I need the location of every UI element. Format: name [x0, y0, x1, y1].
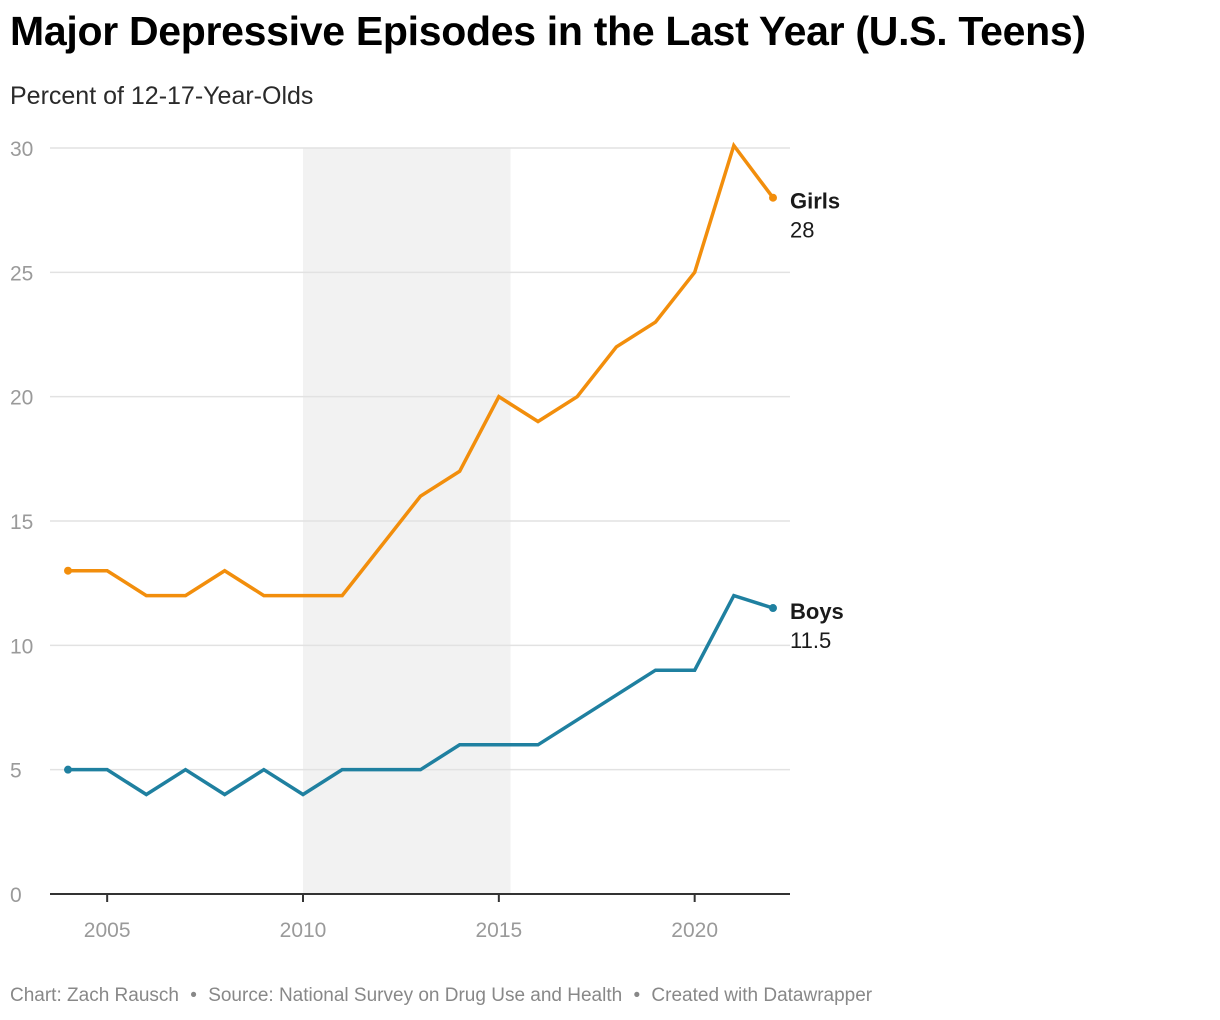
y-tick-label: 15: [10, 511, 33, 534]
gridlines: [50, 147, 790, 771]
series-line-boys: [68, 593, 774, 797]
series-lines: [64, 141, 777, 797]
series-name-label-girls: Girls: [790, 189, 840, 214]
footer-source: Source: National Survey on Drug Use and …: [208, 985, 623, 1006]
y-tick-label: 30: [10, 138, 33, 161]
x-tick-label: 2020: [671, 919, 718, 942]
series-start-point-boys: [64, 765, 72, 774]
series-end-labels: Girls 28 Boys 11.5: [790, 189, 844, 653]
y-tick-label: 5: [10, 760, 22, 783]
series-line-girls: [68, 141, 775, 598]
footer-tool: Created with Datawrapper: [651, 985, 873, 1006]
x-tick-label: 2010: [280, 919, 327, 942]
series-start-point-girls: [64, 566, 72, 575]
chart-subtitle: Percent of 12-17-Year-Olds: [10, 82, 314, 110]
y-tick-label: 20: [10, 387, 33, 410]
footer-separator: •: [190, 985, 197, 1006]
series-end-point-girls: [769, 193, 777, 202]
series-value-label-girls: 28: [790, 218, 814, 243]
chart-title: Major Depressive Episodes in the Last Ye…: [10, 8, 1086, 54]
series-name-label-boys: Boys: [790, 599, 844, 624]
line-chart: 0 5 10 15 20 25 30 2005 2010 2015 2020 Girls 28 Boys…: [10, 138, 844, 942]
footer-credit: Chart: Zach Rausch: [10, 985, 179, 1006]
x-tick-label: 2015: [475, 919, 522, 942]
axes: 0 5 10 15 20 25 30 2005 2010 2015 2020: [10, 138, 790, 942]
y-tick-label: 10: [10, 635, 33, 658]
series-end-point-boys: [769, 604, 777, 613]
y-tick-label: 25: [10, 262, 33, 285]
chart-footer: Chart: Zach Rausch • Source: National Su…: [10, 985, 872, 1007]
y-tick-label: 0: [10, 884, 22, 907]
series-value-label-boys: 11.5: [790, 628, 831, 653]
footer-separator: •: [633, 985, 641, 1006]
x-tick-label: 2005: [84, 919, 131, 942]
